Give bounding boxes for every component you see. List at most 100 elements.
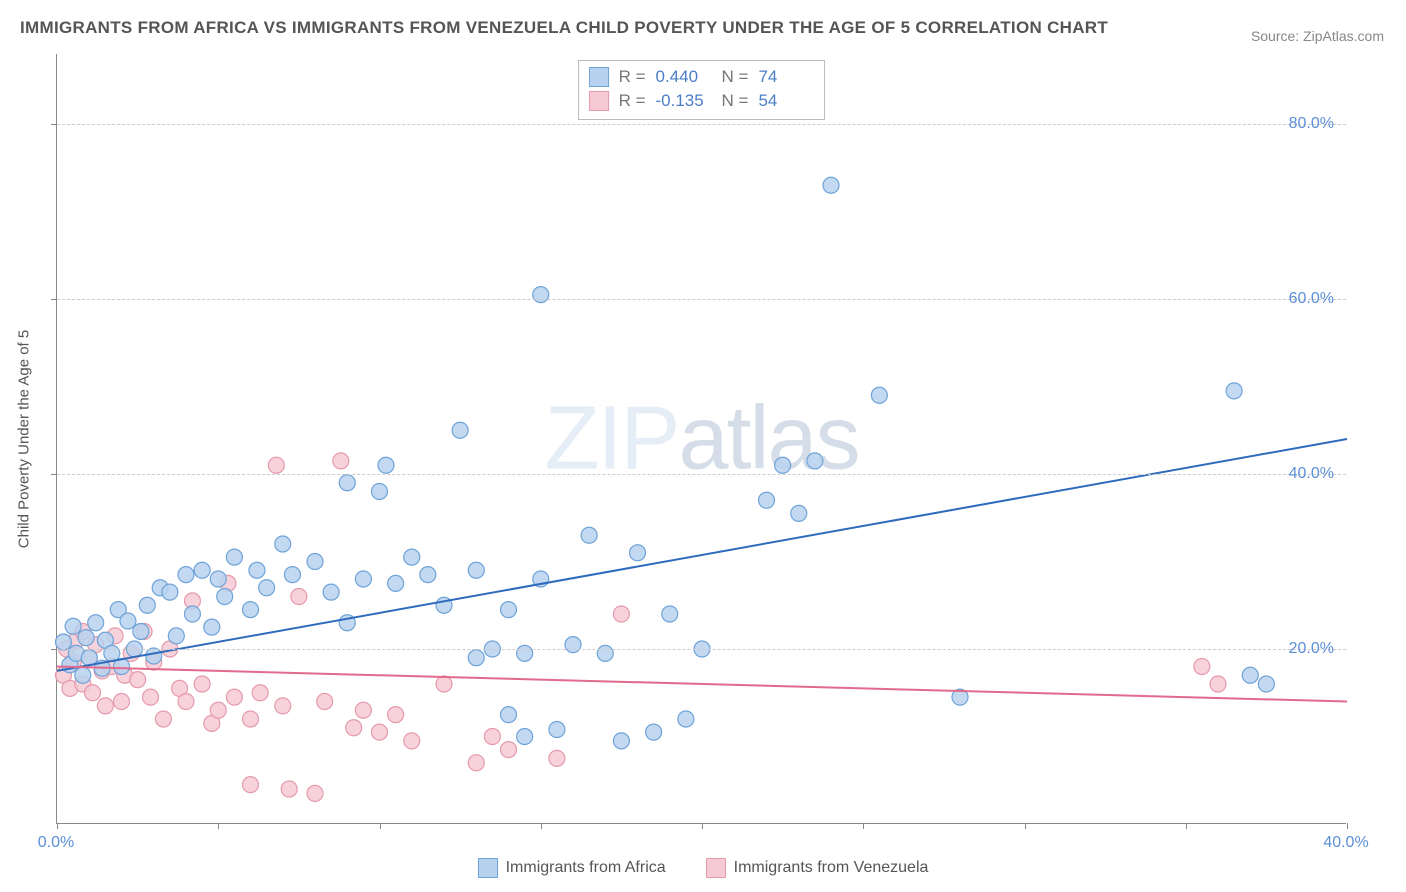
data-point-africa: [146, 648, 162, 664]
y-tick-label: 20.0%: [1289, 640, 1334, 658]
data-point-venezuela: [252, 685, 268, 701]
data-point-africa: [759, 492, 775, 508]
data-point-africa: [678, 711, 694, 727]
data-point-africa: [1258, 676, 1274, 692]
legend-label-africa: Immigrants from Africa: [506, 859, 666, 877]
data-point-africa: [275, 536, 291, 552]
data-point-venezuela: [97, 698, 113, 714]
legend-swatch-africa-icon: [478, 858, 498, 878]
data-point-africa: [1242, 667, 1258, 683]
data-point-venezuela: [372, 724, 388, 740]
stat-r-label: R =: [619, 65, 646, 89]
data-point-venezuela: [114, 694, 130, 710]
data-point-venezuela: [194, 676, 210, 692]
data-point-venezuela: [226, 689, 242, 705]
y-tick: [51, 649, 57, 650]
data-point-africa: [807, 453, 823, 469]
chart-title: IMMIGRANTS FROM AFRICA VS IMMIGRANTS FRO…: [20, 18, 1108, 38]
gridline: [57, 124, 1346, 125]
data-point-africa: [549, 722, 565, 738]
data-point-venezuela: [468, 755, 484, 771]
data-point-africa: [871, 387, 887, 403]
data-point-venezuela: [84, 685, 100, 701]
stat-r-label: R =: [619, 89, 646, 113]
y-tick: [51, 124, 57, 125]
data-point-africa: [597, 645, 613, 661]
data-point-venezuela: [436, 676, 452, 692]
data-point-venezuela: [346, 720, 362, 736]
data-point-africa: [501, 707, 517, 723]
data-point-africa: [823, 177, 839, 193]
swatch-venezuela-icon: [589, 91, 609, 111]
data-point-venezuela: [549, 750, 565, 766]
swatch-africa-icon: [589, 67, 609, 87]
stat-n-venezuela: 54: [758, 89, 814, 113]
data-point-africa: [517, 645, 533, 661]
data-point-africa: [55, 634, 71, 650]
data-point-africa: [259, 580, 275, 596]
data-point-africa: [404, 549, 420, 565]
data-point-africa: [452, 422, 468, 438]
x-tick: [1025, 823, 1026, 829]
x-tick: [541, 823, 542, 829]
data-point-venezuela: [1210, 676, 1226, 692]
data-point-venezuela: [317, 694, 333, 710]
chart-container: Child Poverty Under the Age of 5 ZIPatla…: [46, 54, 1386, 824]
data-point-venezuela: [243, 711, 259, 727]
data-point-africa: [226, 549, 242, 565]
data-point-venezuela: [210, 702, 226, 718]
gridline: [57, 649, 1346, 650]
legend-item-africa: Immigrants from Africa: [478, 858, 666, 878]
data-point-venezuela: [1194, 659, 1210, 675]
data-point-africa: [339, 475, 355, 491]
data-point-africa: [217, 589, 233, 605]
data-point-africa: [323, 584, 339, 600]
trend-line-venezuela: [57, 667, 1347, 702]
stat-n-label: N =: [722, 65, 749, 89]
data-point-africa: [307, 554, 323, 570]
data-point-africa: [468, 650, 484, 666]
stat-row-africa: R = 0.440 N = 74: [589, 65, 815, 89]
data-point-africa: [501, 602, 517, 618]
x-tick: [863, 823, 864, 829]
data-point-africa: [194, 562, 210, 578]
y-tick: [51, 299, 57, 300]
data-point-africa: [133, 624, 149, 640]
data-point-africa: [249, 562, 265, 578]
data-point-venezuela: [307, 785, 323, 801]
data-point-africa: [162, 584, 178, 600]
y-tick-label: 80.0%: [1289, 115, 1334, 133]
legend-label-venezuela: Immigrants from Venezuela: [734, 859, 929, 877]
stat-n-africa: 74: [758, 65, 814, 89]
data-point-africa: [646, 724, 662, 740]
data-point-africa: [581, 527, 597, 543]
data-point-africa: [468, 562, 484, 578]
data-point-africa: [184, 606, 200, 622]
data-point-africa: [372, 484, 388, 500]
x-tick-label: 40.0%: [1323, 834, 1368, 852]
data-point-africa: [88, 615, 104, 631]
plot-svg: [57, 54, 1346, 823]
gridline: [57, 474, 1346, 475]
data-point-africa: [662, 606, 678, 622]
x-tick: [380, 823, 381, 829]
data-point-venezuela: [275, 698, 291, 714]
y-axis-label: Child Poverty Under the Age of 5: [16, 330, 33, 548]
source-attribution: Source: ZipAtlas.com: [1251, 28, 1384, 44]
data-point-venezuela: [143, 689, 159, 705]
data-point-venezuela: [355, 702, 371, 718]
data-point-venezuela: [501, 742, 517, 758]
legend-item-venezuela: Immigrants from Venezuela: [706, 858, 929, 878]
data-point-venezuela: [484, 729, 500, 745]
data-point-africa: [355, 571, 371, 587]
data-point-africa: [630, 545, 646, 561]
data-point-africa: [210, 571, 226, 587]
x-tick: [1186, 823, 1187, 829]
data-point-venezuela: [388, 707, 404, 723]
data-point-venezuela: [243, 777, 259, 793]
data-point-africa: [204, 619, 220, 635]
data-point-africa: [378, 457, 394, 473]
data-point-africa: [65, 618, 81, 634]
stat-r-africa: 0.440: [656, 65, 712, 89]
x-tick: [702, 823, 703, 829]
